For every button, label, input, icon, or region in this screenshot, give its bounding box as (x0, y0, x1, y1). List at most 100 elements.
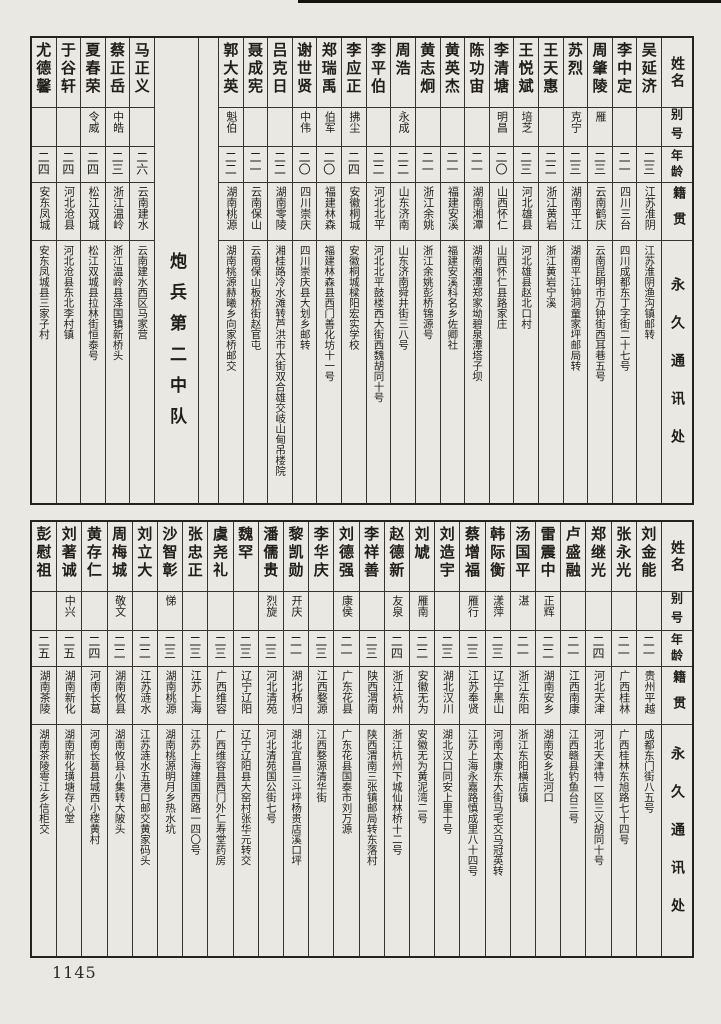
column-header-age: 年龄 (662, 631, 692, 667)
person-address: 广西维容县西门外仁寿堂药房 (214, 729, 226, 866)
person-name: 李清塘 (491, 42, 512, 96)
column-header-native-label: 籍贯 (670, 670, 684, 722)
person-native-place: 湖南新化 (63, 670, 75, 714)
person-native-place-cell: 湖南新化 (57, 667, 81, 725)
roster-table-top: 姓名别号年龄籍贯永久通讯处吴延济二三江苏淮阴江苏淮阴渔沟镇邮转李中定二一四川三台… (30, 36, 694, 505)
person-alias-cell: 克宁 (564, 108, 588, 147)
person-name: 李华庆 (311, 526, 332, 580)
person-alias-cell: 培芝 (514, 108, 538, 147)
person-name-cell: 张永光 (612, 522, 636, 592)
person-name: 李中定 (614, 42, 635, 96)
person-age-cell: 二三 (183, 631, 207, 667)
person-address-cell: 湖南安乡北河口 (536, 725, 560, 956)
person-alias: 中兴 (61, 595, 77, 617)
person-native-place: 湖南桃源 (164, 670, 176, 714)
person-address-cell: 河北北平鼓楼西大街西魏胡同十号 (367, 241, 391, 503)
person-native-place-cell: 贵州平越 (637, 667, 661, 725)
person-name: 尤德馨 (33, 42, 54, 96)
person-address: 云南昆明市万钟街西耳巷五号 (594, 245, 606, 382)
person-name-cell: 于谷轩 (57, 38, 81, 108)
person-age: 二五 (61, 635, 78, 659)
person-alias: 伯军 (321, 111, 337, 133)
person-age: 二二 (272, 151, 289, 175)
person-name-cell: 王悦斌 (514, 38, 538, 108)
person-age: 二一 (288, 635, 305, 659)
person-name: 聂成宪 (245, 42, 266, 96)
person-age: 二三 (313, 635, 330, 659)
person-native-place: 安徽无为 (416, 670, 428, 714)
person-alias-cell (416, 108, 440, 147)
person-native-place: 辽宁辽阳 (240, 670, 252, 714)
person-native-place-cell: 陕西渭南 (360, 667, 384, 725)
person-name: 刘德强 (336, 526, 357, 580)
person-address-cell: 河北天津特一区三义胡同十号 (586, 725, 610, 956)
person-alias: 令威 (85, 111, 101, 133)
person-native-place: 江苏涟水 (139, 670, 151, 714)
person-age-cell: 二三 (435, 631, 459, 667)
person-age: 二三 (109, 151, 126, 175)
person-native-place-cell: 江苏淮阴 (637, 183, 661, 241)
person-native-place: 四川三台 (619, 186, 631, 230)
person-address-cell: 福建林森县西门善化坊十一号 (317, 241, 341, 503)
person-alias-cell: 令威 (81, 108, 105, 147)
person-address: 湖北宜昌三斗坪杨贵店溪口坪 (290, 729, 302, 866)
person-age-cell: 二四 (586, 631, 610, 667)
person-native-place: 河北雄县 (520, 186, 532, 230)
person-address: 山西怀仁县路家庄 (496, 245, 508, 329)
person-address-cell: 浙江黄岩宁溪 (539, 241, 563, 503)
person-address: 河北雄县赵北口村 (520, 245, 532, 329)
person-alias-cell: 明昌 (490, 108, 514, 147)
person-address: 浙江余姚彭桥锦源号 (422, 245, 434, 340)
person-address: 河南太康东大街马宅交马冠英转 (492, 729, 504, 876)
person-age-cell: 二二 (539, 147, 563, 183)
person-address-cell: 浙江东阳横店镇 (511, 725, 535, 956)
person-age: 二五 (36, 635, 53, 659)
person-name-cell: 蔡正岳 (106, 38, 130, 108)
person-name: 郑瑞禹 (319, 42, 340, 96)
person-address: 江西婺源清华街 (315, 729, 327, 803)
person-native-place: 山西怀仁 (495, 186, 507, 230)
person-name: 张忠正 (185, 526, 206, 580)
person-native-place: 湖南桃源 (225, 186, 237, 230)
person-native-place: 江西南康 (567, 670, 579, 714)
person-alias-cell (360, 592, 384, 631)
person-name: 郑继光 (588, 526, 609, 580)
person-age: 二三 (363, 635, 380, 659)
column-header-alias: 别号 (662, 108, 692, 147)
person-alias: 湛 (515, 595, 531, 606)
person-alias-cell (637, 592, 661, 631)
person-alias-cell (268, 108, 292, 147)
person-age-cell: 二四 (342, 147, 366, 183)
person-name-cell: 潘儒贵 (259, 522, 283, 592)
person-name: 郭大英 (220, 42, 241, 96)
person-name: 黄存仁 (84, 526, 105, 580)
person-address: 湖南桃源明月乡热水坑 (164, 729, 176, 834)
column-header-alias: 别号 (662, 592, 692, 631)
person-column: 郑瑞禹伯军二〇福建林森福建林森县西门善化坊十一号 (317, 38, 342, 503)
person-alias-cell: 悌 (158, 592, 182, 631)
person-native-place-cell: 安徽无为 (410, 667, 434, 725)
person-alias-cell (82, 592, 106, 631)
person-address-cell: 河北清苑国公街七号 (259, 725, 283, 956)
person-alias: 中皓 (110, 111, 126, 133)
person-age: 二三 (641, 151, 658, 175)
person-column: 周梅城敬文二二湖南攸县湖南攸县小集转大陂头 (108, 522, 133, 956)
person-name-cell: 黄存仁 (82, 522, 106, 592)
person-name: 雷震中 (538, 526, 559, 580)
person-column: 郑继光二四河北天津河北天津特一区三义胡同十号 (586, 522, 611, 956)
person-name: 黎凯勋 (286, 526, 307, 580)
person-address: 河北沧县东北李村镇 (62, 245, 74, 340)
person-native-place-cell: 湖南桃源 (219, 183, 243, 241)
person-column: 李华庆二三江西婺源江西婺源清华街 (309, 522, 334, 956)
person-name-cell: 李应正 (342, 38, 366, 108)
person-name-cell: 苏烈 (564, 38, 588, 108)
person-age: 二三 (212, 635, 229, 659)
person-age-cell: 二三 (259, 631, 283, 667)
person-native-place-cell: 山东济南 (391, 183, 415, 241)
person-alias-cell: 雁南 (410, 592, 434, 631)
person-alias-cell: 烈旋 (259, 592, 283, 631)
person-name: 蔡正岳 (107, 42, 128, 96)
person-native-place: 广东花县 (340, 670, 352, 714)
person-age-cell: 二一 (334, 631, 358, 667)
person-address: 浙江东阳横店镇 (517, 729, 529, 803)
